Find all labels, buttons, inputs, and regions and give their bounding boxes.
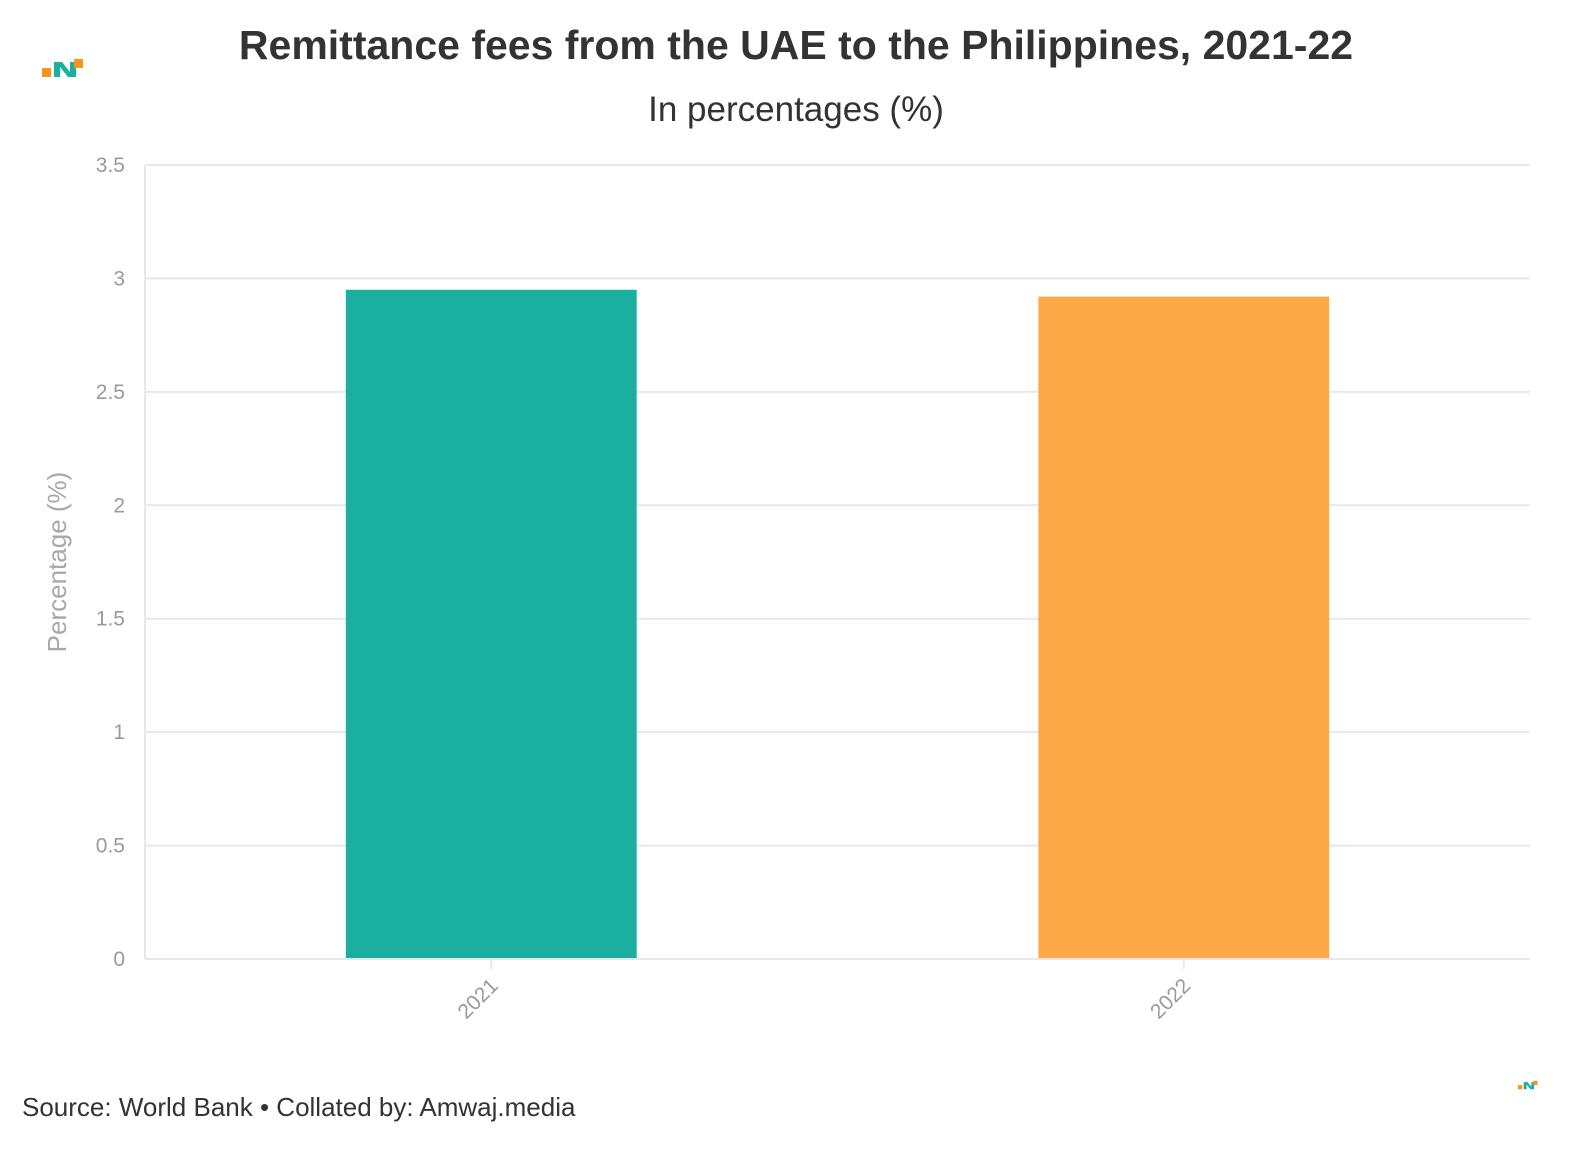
x-tick-label: 2021 [453,974,502,1023]
y-tick-label: 0.5 [96,835,125,858]
y-tick-label: 2 [113,494,125,517]
amwaj-logo-small-icon [1518,1080,1538,1090]
chart-subtitle: In percentages (%) [648,90,944,129]
source-credit: Source: World Bank • Collated by: Amwaj.… [22,1092,576,1122]
y-tick-label: 2.5 [96,381,125,404]
y-tick-label: 1.5 [96,608,125,631]
y-tick-label: 0 [113,948,125,971]
y-tick-label: 3.5 [96,154,125,177]
chart-title: Remittance fees from the UAE to the Phil… [238,22,1354,68]
amwaj-logo-icon [42,59,83,77]
y-tick-label: 1 [113,721,125,744]
bars [345,289,1330,959]
bar-2022 [1038,296,1330,959]
bar-chart: 0 0.5 1 1.5 2 2.5 3 3.5 2021 2022 Percentage (%) [42,154,1530,1024]
y-tick-label: 3 [113,267,125,290]
y-axis-label: Percentage (%) [42,472,72,653]
bar-2021 [345,289,637,959]
x-tick-label: 2022 [1146,974,1195,1023]
